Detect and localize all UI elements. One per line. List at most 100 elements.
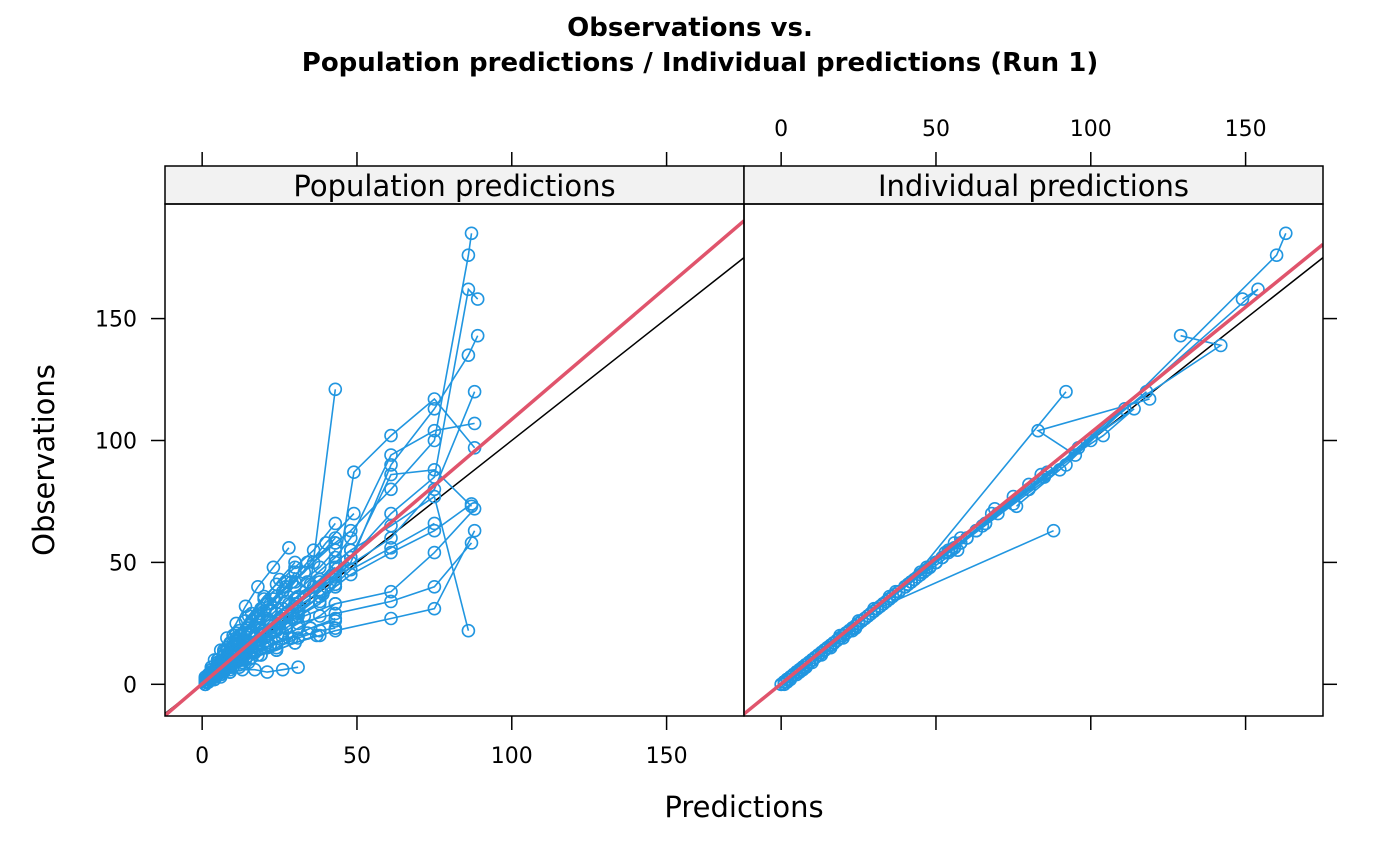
data-point bbox=[384, 448, 398, 462]
data-point bbox=[384, 458, 398, 472]
data-point bbox=[328, 382, 343, 397]
data-point bbox=[257, 623, 271, 638]
data-point bbox=[269, 636, 284, 650]
data-point bbox=[312, 609, 327, 623]
x-tick-label-bottom: 150 bbox=[646, 744, 688, 769]
y-tick-label: 100 bbox=[95, 429, 137, 454]
data-point bbox=[842, 623, 857, 638]
data-point bbox=[278, 575, 293, 589]
data-point bbox=[232, 633, 247, 648]
data-point bbox=[282, 540, 296, 555]
data-point bbox=[300, 626, 315, 640]
data-point bbox=[427, 545, 442, 560]
data-point bbox=[257, 640, 271, 655]
data-point bbox=[1006, 497, 1021, 511]
data-point bbox=[384, 584, 398, 599]
data-point bbox=[805, 653, 819, 667]
data-point bbox=[288, 596, 302, 611]
data-point bbox=[288, 555, 302, 570]
data-point bbox=[1142, 392, 1157, 406]
data-point bbox=[244, 636, 259, 650]
panel-2: Individual predictions 0 50 100 150 bbox=[743, 117, 1337, 730]
data-point bbox=[1269, 248, 1284, 262]
panel-data bbox=[744, 226, 1323, 716]
data-point bbox=[461, 623, 476, 638]
data-point bbox=[266, 592, 281, 606]
y-tick-label: 150 bbox=[95, 308, 137, 333]
smooth-line bbox=[165, 219, 744, 716]
data-point bbox=[461, 248, 476, 262]
data-point bbox=[328, 577, 343, 592]
data-point bbox=[312, 594, 327, 609]
data-point bbox=[830, 633, 844, 648]
data-point bbox=[309, 628, 324, 643]
x-tick-label-bottom: 50 bbox=[343, 744, 371, 769]
data-point bbox=[427, 601, 442, 616]
data-point bbox=[207, 667, 222, 682]
data-point bbox=[306, 579, 321, 594]
panel-data bbox=[165, 219, 744, 716]
data-point bbox=[427, 523, 442, 538]
panel-border bbox=[743, 203, 1324, 717]
panel-1: Population predictions 0 50 100 150 0 50 100 150 bbox=[95, 152, 745, 769]
data-point bbox=[223, 643, 237, 658]
data-point bbox=[1279, 226, 1293, 241]
y-axis-label: Observations bbox=[27, 364, 61, 556]
data-point bbox=[291, 660, 305, 675]
data-point bbox=[467, 523, 482, 538]
data-point bbox=[1046, 523, 1061, 538]
data-point bbox=[864, 606, 878, 621]
data-point bbox=[427, 516, 442, 531]
data-point bbox=[470, 292, 485, 306]
data-point bbox=[254, 606, 268, 621]
x-tick-label-top: 50 bbox=[922, 117, 950, 142]
data-point bbox=[266, 560, 281, 575]
data-point bbox=[795, 660, 810, 675]
data-point bbox=[384, 545, 398, 560]
data-point bbox=[1068, 448, 1083, 462]
data-point bbox=[461, 348, 476, 363]
data-point bbox=[1214, 338, 1228, 353]
data-point bbox=[470, 328, 485, 343]
data-point bbox=[464, 497, 479, 511]
data-point bbox=[328, 560, 343, 575]
data-point bbox=[777, 675, 792, 689]
panel-strip-label: Individual predictions bbox=[878, 169, 1189, 203]
data-point bbox=[1034, 467, 1048, 482]
data-point bbox=[854, 614, 869, 628]
x-tick-label-bottom: 0 bbox=[195, 744, 209, 769]
data-point bbox=[384, 506, 398, 521]
data-point bbox=[1127, 401, 1141, 416]
data-point bbox=[384, 428, 398, 443]
data-point bbox=[1235, 292, 1250, 306]
x-tick-label-top: 100 bbox=[1070, 117, 1112, 142]
data-point bbox=[275, 662, 290, 677]
data-point bbox=[232, 623, 247, 638]
x-tick-label-top: 0 bbox=[774, 117, 788, 142]
data-point bbox=[786, 667, 801, 682]
x-tick-label-bottom: 100 bbox=[491, 744, 533, 769]
data-point bbox=[241, 621, 256, 636]
data-point bbox=[384, 611, 398, 626]
data-point bbox=[427, 392, 442, 406]
data-point bbox=[278, 579, 293, 594]
panel-strip bbox=[164, 165, 745, 205]
data-point bbox=[328, 516, 343, 531]
data-point bbox=[1096, 428, 1110, 443]
panel-strip-label: Population predictions bbox=[293, 169, 615, 203]
y-tick-label: 50 bbox=[109, 551, 137, 576]
data-point bbox=[1173, 328, 1188, 343]
data-point bbox=[427, 489, 442, 504]
data-point bbox=[272, 611, 287, 626]
data-point bbox=[328, 596, 343, 611]
data-point bbox=[288, 565, 302, 580]
data-point bbox=[384, 482, 398, 497]
data-point bbox=[467, 384, 482, 399]
data-point bbox=[251, 579, 265, 594]
data-point bbox=[285, 631, 299, 645]
data-point bbox=[343, 562, 358, 577]
data-point bbox=[260, 665, 275, 679]
data-point bbox=[198, 675, 213, 689]
panel-strip bbox=[743, 165, 1324, 205]
